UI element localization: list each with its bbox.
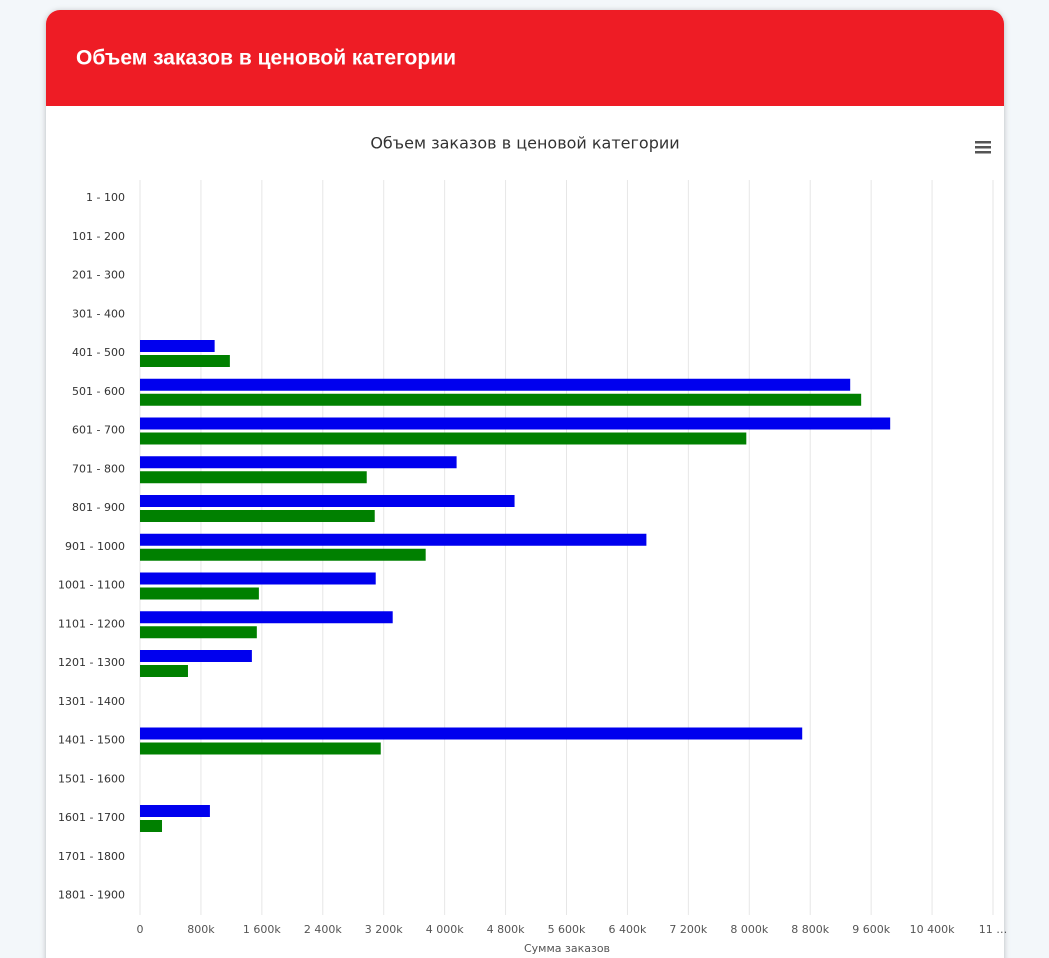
x-tick-label: 11 … (979, 923, 1008, 936)
x-tick-label: 6 400k (608, 923, 646, 936)
y-tick-label: 1501 - 1600 (58, 772, 125, 785)
bar (140, 572, 376, 585)
x-tick-label: 9 600k (852, 923, 890, 936)
x-tick-label: 2 400k (304, 923, 342, 936)
y-tick-label: 1 - 100 (86, 191, 125, 204)
bar (140, 626, 257, 639)
bar (140, 805, 210, 817)
bar (140, 727, 803, 740)
bar (140, 510, 375, 522)
x-tick-label: 7 200k (669, 923, 707, 936)
bar (140, 378, 851, 391)
y-tick-label: 601 - 700 (72, 424, 125, 437)
x-axis-title: Сумма заказов (524, 942, 610, 955)
x-tick-label: 8 800k (791, 923, 829, 936)
bar (140, 432, 747, 445)
bar (140, 393, 862, 406)
bar (140, 533, 647, 546)
bar (140, 495, 515, 507)
y-tick-label: 1601 - 1700 (58, 811, 125, 824)
y-tick-label: 101 - 200 (72, 230, 125, 243)
y-tick-label: 1801 - 1900 (58, 889, 125, 902)
bar (140, 820, 163, 832)
y-tick-label: 1201 - 1300 (58, 656, 125, 669)
y-tick-label: 701 - 800 (72, 462, 125, 475)
x-tick-label: 8 000k (730, 923, 768, 936)
y-tick-label: 1301 - 1400 (58, 695, 125, 708)
y-tick-label: 1101 - 1200 (58, 617, 125, 630)
y-tick-label: 301 - 400 (72, 307, 125, 320)
x-tick-label: 4 000k (426, 923, 464, 936)
bar (140, 471, 367, 484)
bar (140, 340, 215, 352)
y-tick-label: 901 - 1000 (65, 540, 125, 553)
x-tick-label: 10 400k (910, 923, 955, 936)
y-tick-label: 1701 - 1800 (58, 850, 125, 863)
bar (140, 417, 891, 430)
bar (140, 456, 457, 469)
x-tick-label: 0 (137, 923, 144, 936)
y-tick-label: 201 - 300 (72, 269, 125, 282)
card-header (46, 10, 1004, 106)
bar (140, 611, 393, 624)
bar (140, 548, 426, 561)
y-tick-label: 501 - 600 (72, 385, 125, 398)
header-title: Объем заказов в ценовой категории (76, 47, 456, 70)
x-tick-label: 800k (187, 923, 215, 936)
y-tick-label: 801 - 900 (72, 501, 125, 514)
card (46, 10, 1004, 958)
menu-button[interactable] (975, 141, 991, 154)
y-tick-label: 1001 - 1100 (58, 579, 125, 592)
x-tick-label: 4 800k (487, 923, 525, 936)
x-tick-label: 1 600k (243, 923, 281, 936)
x-tick-label: 5 600k (548, 923, 586, 936)
bar (140, 355, 230, 367)
bar (140, 650, 252, 662)
y-tick-label: 401 - 500 (72, 346, 125, 359)
bar (140, 665, 188, 677)
bar (140, 742, 381, 755)
x-tick-label: 3 200k (365, 923, 403, 936)
y-tick-label: 1401 - 1500 (58, 734, 125, 747)
bar (140, 587, 259, 600)
chart-title: Объем заказов в ценовой категории (370, 134, 679, 153)
